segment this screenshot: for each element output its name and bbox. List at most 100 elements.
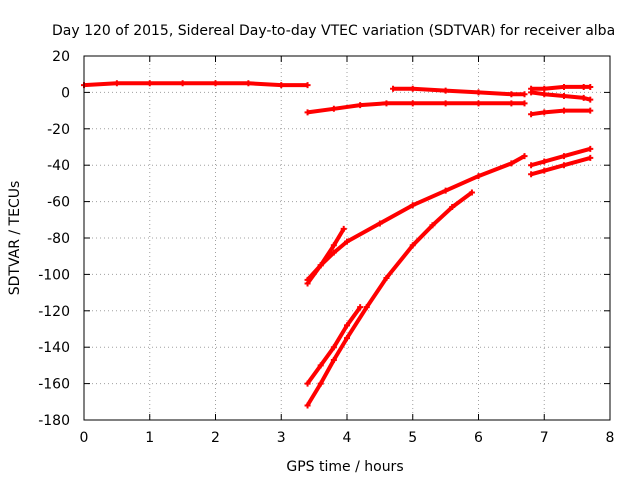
data-series: [81, 80, 594, 409]
data-point: [580, 94, 587, 101]
data-point: [245, 80, 252, 87]
data-point: [449, 204, 456, 211]
data-point: [409, 100, 416, 107]
data-point: [409, 202, 416, 209]
data-point: [541, 109, 548, 116]
y-tick-label: -180: [38, 413, 70, 429]
x-tick-labels: 0 1 2 3 4 5 6 7 8: [80, 430, 615, 446]
series-line-6: [530, 108, 591, 117]
series-line-11: [530, 146, 591, 168]
x-tick-label: 1: [145, 430, 154, 446]
data-point: [508, 160, 515, 167]
data-point: [442, 87, 449, 94]
data-point: [146, 80, 153, 87]
x-tick-label: 4: [343, 430, 352, 446]
data-point: [521, 153, 528, 160]
series-line-9: [305, 190, 474, 407]
data-point: [344, 238, 350, 245]
data-point: [179, 80, 186, 87]
data-point: [344, 335, 350, 342]
y-tick-label: -100: [38, 267, 70, 283]
data-point: [363, 304, 370, 311]
data-point: [340, 225, 347, 232]
x-tick-label: 7: [540, 430, 549, 446]
y-tick-label: -60: [47, 195, 70, 211]
data-point: [442, 187, 449, 194]
data-point: [344, 322, 350, 329]
data-point: [317, 362, 324, 369]
data-point: [304, 82, 311, 89]
data-point: [587, 154, 594, 161]
data-point: [468, 189, 475, 196]
data-point: [317, 380, 324, 387]
plot-frame: [83, 55, 611, 421]
data-point: [475, 89, 482, 96]
data-point: [528, 171, 535, 178]
x-tick-label: 8: [606, 430, 615, 446]
grid-lines: [84, 56, 610, 420]
series-line-2: [307, 101, 525, 115]
data-point: [475, 100, 482, 107]
data-point: [357, 304, 364, 311]
data-point: [376, 220, 383, 227]
data-point: [304, 280, 311, 287]
data-point: [528, 85, 535, 92]
data-point: [508, 100, 515, 107]
data-point: [560, 153, 567, 160]
data-point: [304, 380, 311, 387]
data-point: [317, 262, 324, 269]
y-tick-label: 20: [52, 49, 70, 65]
data-point: [442, 100, 449, 107]
y-tick-labels: 20 0 -20 -40 -60 -80 -100 -120 -140 -160 -180: [38, 49, 70, 429]
y-tick-label: -80: [47, 231, 70, 247]
data-point: [357, 102, 364, 109]
data-point: [541, 158, 548, 165]
series-line-1: [83, 81, 308, 88]
data-point: [587, 145, 594, 152]
y-tick-label: 0: [61, 85, 70, 101]
x-axis-label: GPS time / hours: [286, 459, 403, 475]
x-tick-label: 3: [277, 430, 286, 446]
y-tick-label: -40: [47, 158, 70, 174]
data-point: [304, 109, 311, 116]
data-point: [409, 85, 416, 92]
series-line-8: [305, 227, 346, 285]
data-point: [521, 91, 528, 98]
data-point: [330, 249, 337, 256]
data-point: [304, 402, 311, 409]
data-point: [278, 82, 285, 89]
data-point: [508, 91, 515, 98]
data-point: [528, 111, 535, 118]
data-point: [330, 105, 337, 112]
y-tick-label: -140: [38, 340, 70, 356]
data-point: [580, 83, 587, 90]
data-point: [113, 80, 120, 87]
data-point: [330, 242, 337, 249]
data-point: [560, 107, 567, 114]
y-axis-label: SDTVAR / TECUs: [7, 181, 23, 296]
data-point: [541, 91, 548, 98]
data-point: [390, 85, 397, 92]
data-point: [560, 83, 567, 90]
chart-title: Day 120 of 2015, Sidereal Day-to-day VTE…: [52, 23, 615, 39]
data-point: [330, 344, 337, 351]
data-point: [212, 80, 219, 87]
data-point: [383, 275, 390, 282]
data-point: [383, 100, 390, 107]
data-point: [475, 173, 482, 180]
data-point: [541, 167, 548, 174]
data-point: [587, 107, 594, 114]
data-point: [330, 356, 337, 363]
data-point: [541, 85, 548, 92]
data-point: [560, 93, 567, 100]
data-point: [429, 222, 436, 229]
x-tick-label: 5: [408, 430, 417, 446]
data-point: [521, 100, 528, 107]
data-point: [409, 242, 416, 249]
y-tick-label: -20: [47, 122, 70, 138]
axis-ticks: [83, 55, 611, 421]
series-line-12: [530, 155, 591, 177]
x-tick-label: 2: [211, 430, 220, 446]
x-tick-label: 0: [80, 430, 89, 446]
